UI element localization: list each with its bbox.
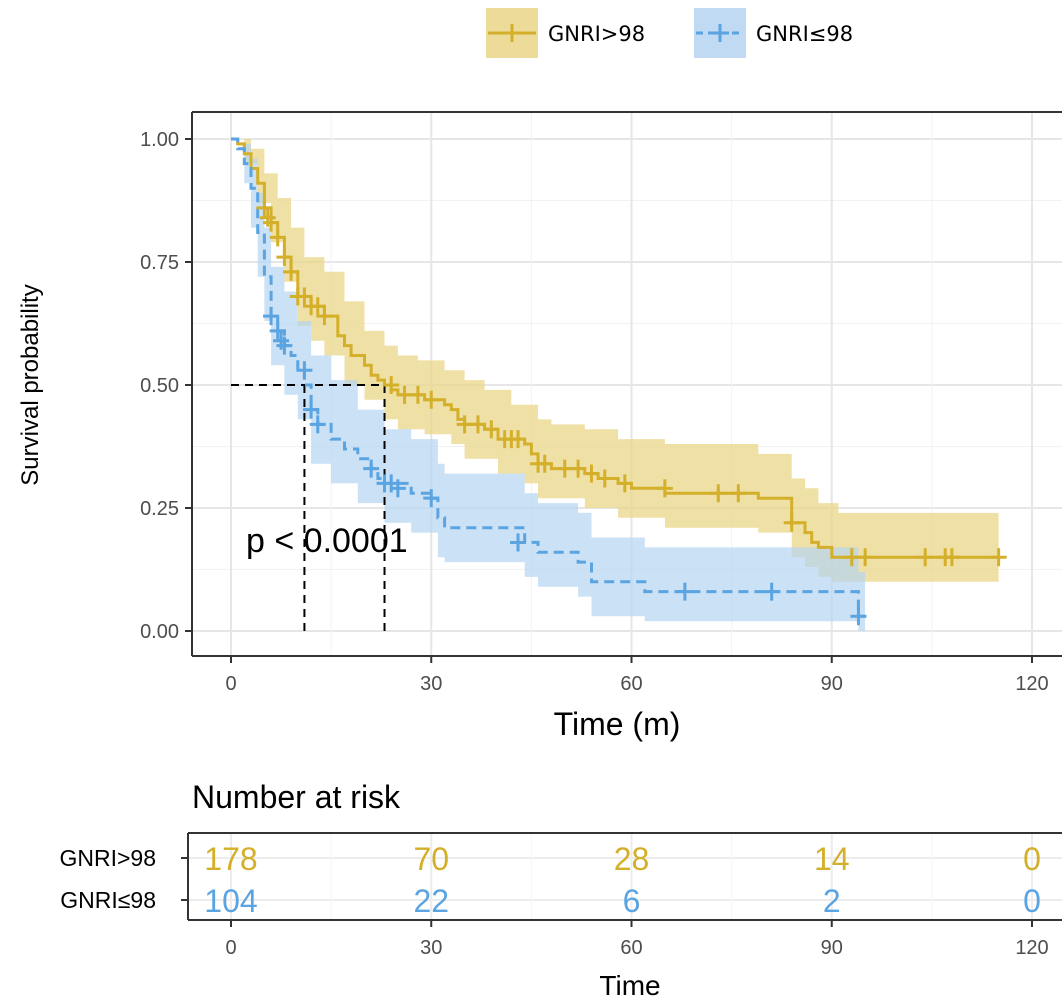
risk-cell: 178: [204, 841, 257, 877]
risk-table-grid: [188, 833, 1062, 920]
risk-row-label: GNRI>98: [59, 845, 156, 871]
risk-cell: 14: [814, 841, 850, 877]
censor-mark: [456, 415, 473, 434]
censor-mark: [409, 385, 426, 404]
risk-x-tick-label: 0: [225, 937, 236, 959]
censor-mark: [363, 459, 380, 478]
censor-mark: [483, 420, 500, 439]
y-tick-label: 0.75: [140, 252, 179, 274]
censor-mark: [383, 376, 400, 394]
censor-mark: [676, 582, 693, 601]
x-tick-label: 30: [420, 673, 442, 695]
survival-plot: p < 0.0001 0.00 0.25 0.50 0.75 1.00 0 30 60 90 1…: [140, 111, 1062, 695]
x-axis-ticks: 0 30 60 90 120: [225, 656, 1049, 695]
x-tick-label: 60: [620, 673, 642, 695]
risk-cell: 0: [1023, 883, 1041, 919]
censor-mark: [303, 400, 320, 419]
censor-mark: [276, 248, 293, 267]
censor-mark: [263, 307, 280, 326]
risk-x-tick-label: 60: [620, 937, 642, 959]
censor-mark: [389, 479, 406, 498]
censor-mark: [730, 484, 747, 503]
risk-cell: 0: [1023, 841, 1041, 877]
censor-marks: [256, 198, 1007, 626]
x-axis-title: Time (m): [554, 706, 681, 742]
censor-mark: [309, 297, 326, 316]
censor-mark: [917, 548, 934, 567]
survival-curve-gnri-low: [231, 137, 866, 618]
censor-mark: [269, 321, 286, 340]
censor-mark: [423, 489, 440, 508]
x-tick-label: 90: [821, 673, 843, 695]
risk-cell: 70: [413, 841, 449, 877]
censor-mark: [256, 198, 273, 217]
risk-table: 178 70 28 14 0 104 22 6 2 0 GNRI>98 GNRI≤98 0 30 60 9…: [59, 832, 1062, 959]
censor-mark: [296, 287, 313, 306]
censor-mark: [710, 484, 727, 503]
censor-mark: [857, 548, 874, 567]
censor-mark: [990, 548, 1007, 567]
risk-table-x-axis-title: Time: [599, 970, 660, 1000]
risk-table-cells: 178 70 28 14 0 104 22 6 2 0: [204, 841, 1041, 919]
censor-mark: [276, 336, 293, 355]
confidence-band-gnri-low: [231, 139, 866, 631]
censor-mark: [596, 469, 613, 488]
risk-x-tick-label: 90: [821, 937, 843, 959]
censor-mark: [283, 262, 300, 281]
censor-mark: [309, 415, 326, 434]
risk-x-tick-label: 30: [420, 937, 442, 959]
risk-cell: 6: [623, 883, 641, 919]
censor-mark: [570, 459, 587, 478]
y-tick-label: 1.00: [140, 129, 179, 151]
legend-item: GNRI≤98: [694, 8, 853, 58]
risk-x-tick-label: 120: [1015, 937, 1048, 959]
y-axis-title: Survival probability: [17, 284, 44, 485]
legend-item: GNRI>98: [486, 8, 645, 58]
legend: GNRI>98 GNRI≤98: [486, 8, 853, 58]
confidence-bands: [231, 139, 999, 631]
censor-mark: [943, 548, 960, 567]
censor-mark: [763, 582, 780, 601]
x-tick-label: 0: [225, 673, 236, 695]
risk-cell: 28: [614, 841, 650, 877]
legend-label: GNRI≤98: [756, 22, 853, 46]
y-tick-label: 0.50: [140, 375, 179, 397]
censor-mark: [396, 385, 413, 404]
legend-label: GNRI>98: [548, 22, 645, 46]
risk-cell: 22: [413, 883, 449, 919]
censor-mark: [616, 474, 633, 493]
censor-mark: [583, 464, 600, 483]
y-axis-ticks: 0.00 0.25 0.50 0.75 1.00: [140, 129, 192, 643]
censor-mark: [469, 415, 486, 434]
risk-cell: 2: [823, 883, 841, 919]
censor-mark: [510, 533, 527, 552]
censor-mark: [296, 361, 313, 380]
risk-cell: 104: [204, 883, 257, 919]
y-tick-label: 0.00: [140, 621, 179, 643]
censor-mark: [843, 548, 860, 567]
censor-mark: [316, 307, 333, 326]
censor-mark: [556, 459, 573, 478]
p-value-annotation: p < 0.0001: [246, 522, 408, 560]
x-tick-label: 120: [1015, 673, 1048, 695]
risk-table-x-ticks: 0 30 60 90 120: [225, 920, 1049, 959]
risk-table-panel: [188, 833, 1062, 920]
censor-mark: [263, 213, 280, 232]
risk-table-row-labels: GNRI>98 GNRI≤98: [59, 845, 188, 913]
y-tick-label: 0.25: [140, 498, 179, 520]
censor-mark: [783, 513, 800, 532]
confidence-band-gnri-high: [231, 139, 999, 582]
censor-mark: [510, 430, 527, 449]
censor-mark: [423, 390, 440, 409]
risk-table-title: Number at risk: [192, 779, 401, 815]
censor-mark: [656, 479, 673, 498]
censor-mark: [536, 454, 553, 473]
risk-row-label: GNRI≤98: [60, 887, 156, 913]
censor-mark: [850, 607, 867, 626]
censor-mark: [269, 228, 286, 247]
